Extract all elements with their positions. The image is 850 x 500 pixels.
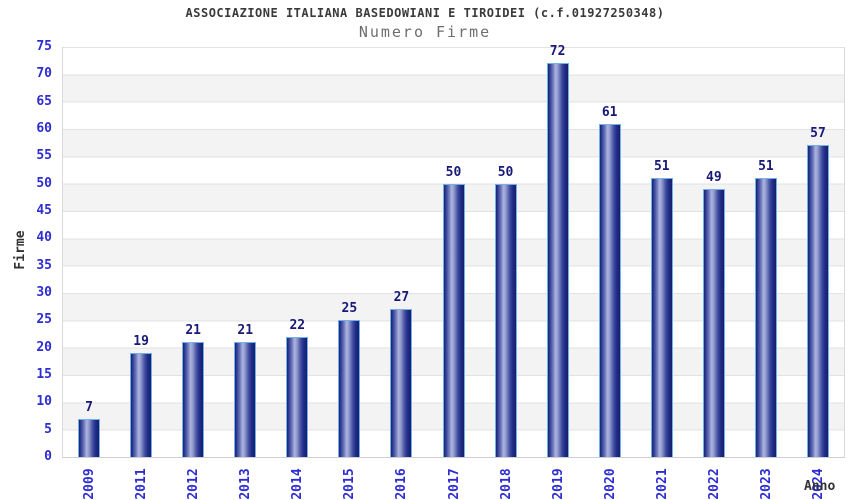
x-axis-label: Anno (804, 479, 836, 494)
bar-value-2012: 21 (185, 323, 201, 339)
bar-2022 (702, 189, 725, 457)
y-tick-65: 65 (36, 93, 52, 109)
x-tick-2021: 2021 (654, 468, 670, 500)
bar-value-2020: 61 (601, 104, 618, 120)
bar-2015 (338, 320, 361, 457)
plot-area: 7 2009 19 2011 21 2012 21 2013 22 2014 25 2015 27 201… (62, 44, 845, 500)
bar-value-2021: 51 (653, 159, 670, 175)
bar-value-2023: 51 (758, 159, 774, 175)
bar-2020 (598, 123, 621, 457)
bar-value-2022: 49 (706, 170, 722, 186)
y-tick-70: 70 (36, 66, 52, 82)
bar-2013 (234, 342, 257, 457)
x-tick-2020: 2020 (602, 468, 618, 500)
x-tick-2015: 2015 (341, 468, 357, 500)
chart-title: ASSOCIAZIONE ITALIANA BASEDOWIANI E TIRO… (185, 6, 665, 20)
x-tick-2012: 2012 (185, 468, 201, 500)
bar-value-2016: 27 (393, 290, 410, 306)
y-tick-25: 25 (36, 312, 52, 328)
bar-2014 (286, 336, 309, 457)
y-tick-35: 35 (36, 257, 52, 273)
y-tick-30: 30 (36, 285, 52, 300)
bar-2016 (390, 309, 413, 457)
bar-2019 (546, 63, 569, 457)
x-tick-2019: 2019 (550, 468, 566, 500)
y-tick-55: 55 (36, 148, 52, 164)
chart-subtitle: Numero Firme (358, 23, 492, 41)
x-tick-2009: 2009 (81, 468, 97, 500)
x-tick-2014: 2014 (289, 468, 305, 500)
bar-2017 (442, 183, 465, 457)
bar-value-2015: 25 (341, 301, 358, 317)
y-tick-5: 5 (44, 421, 52, 437)
bar-value-2011: 19 (133, 334, 149, 350)
x-tick-2011: 2011 (133, 468, 149, 500)
x-tick-2018: 2018 (498, 468, 514, 500)
x-tick-2023: 2023 (758, 468, 774, 500)
y-axis-label: Firme (12, 230, 28, 270)
bar-2018 (494, 183, 517, 457)
bar-value-2009: 7 (85, 399, 93, 415)
bar-2012 (182, 342, 205, 457)
bar-2009 (78, 418, 101, 457)
y-tick-50: 50 (36, 175, 52, 191)
x-tick-2017: 2017 (446, 468, 461, 500)
bar-value-2018: 50 (497, 164, 514, 180)
x-tick-2016: 2016 (393, 468, 409, 500)
bar-value-2024: 57 (810, 126, 826, 142)
y-tick-45: 45 (36, 203, 52, 218)
y-tick-15: 15 (36, 367, 52, 382)
y-tick-75: 75 (36, 39, 52, 54)
x-tick-2013: 2013 (237, 468, 253, 500)
y-tick-40: 40 (36, 230, 52, 246)
y-axis: 0 5 10 15 20 25 30 35 40 45 50 55 60 65 70 75 (0, 39, 52, 464)
bar-value-2013: 21 (237, 323, 254, 339)
bar-value-2019: 72 (549, 44, 566, 60)
y-tick-60: 60 (36, 121, 52, 136)
bar-2021 (650, 178, 673, 457)
x-tick-2022: 2022 (706, 468, 722, 500)
bar-2023 (754, 178, 777, 457)
bar-value-2014: 22 (289, 317, 306, 333)
y-tick-0: 0 (44, 449, 52, 464)
y-tick-20: 20 (36, 339, 52, 355)
bar-2024 (806, 145, 829, 457)
bar-value-2017: 50 (445, 164, 462, 180)
y-tick-10: 10 (36, 394, 52, 410)
bar-2011 (130, 353, 153, 457)
